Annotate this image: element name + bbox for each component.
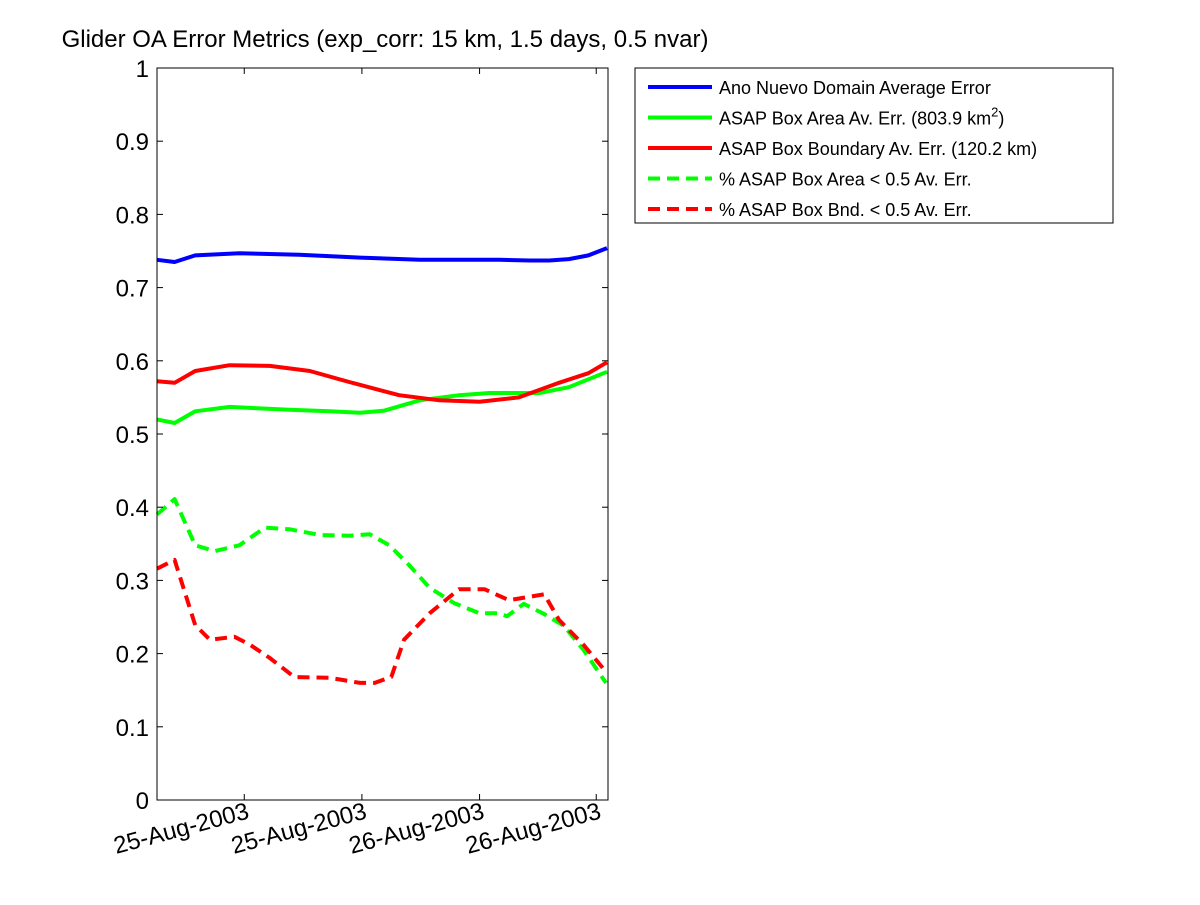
x-tick-label: 26-Aug-2003 xyxy=(346,798,487,860)
y-tick-label: 0.4 xyxy=(116,495,149,522)
legend-label: Ano Nuevo Domain Average Error xyxy=(719,78,991,98)
y-tick-label: 0.7 xyxy=(116,276,149,303)
legend-label: ASAP Box Area Av. Err. (803.9 km2) xyxy=(719,105,1004,129)
x-tick-label: 25-Aug-2003 xyxy=(228,798,369,860)
chart-title: Glider OA Error Metrics (exp_corr: 15 km… xyxy=(62,26,709,53)
legend-box xyxy=(634,67,1114,224)
series-line-1 xyxy=(156,369,608,425)
series-layer xyxy=(155,246,609,685)
y-axis: 0 0.1 0.2 0.3 0.4 0.5 0.6 0.7 0.8 0.9 1 xyxy=(116,56,608,815)
y-tick-label: 0.3 xyxy=(116,568,149,595)
series-line-0 xyxy=(156,246,608,264)
series-line-3 xyxy=(155,497,608,685)
series-line-4 xyxy=(156,557,608,685)
y-tick-label: 0.9 xyxy=(116,129,149,156)
y-tick-label: 0.8 xyxy=(116,202,149,229)
y-tick-label: 0.2 xyxy=(116,642,149,669)
x-tick-label: 25-Aug-2003 xyxy=(111,798,252,860)
legend: Ano Nuevo Domain Average Error ASAP Box A… xyxy=(634,67,1114,224)
legend-label: % ASAP Box Area < 0.5 Av. Err. xyxy=(719,170,972,190)
series-line-2 xyxy=(156,360,609,404)
y-tick-label: 0.6 xyxy=(116,349,149,376)
y-tick-label: 0.1 xyxy=(116,715,149,742)
y-tick-label: 0.5 xyxy=(116,422,149,449)
legend-label: % ASAP Box Bnd. < 0.5 Av. Err. xyxy=(719,200,972,220)
x-tick-label: 26-Aug-2003 xyxy=(463,798,604,860)
legend-label: ASAP Box Boundary Av. Err. (120.2 km) xyxy=(719,139,1037,159)
y-tick-label: 1 xyxy=(136,56,149,83)
x-axis: 25-Aug-200325-Aug-200326-Aug-200326-Aug-… xyxy=(111,68,604,860)
plot-frame xyxy=(156,67,609,801)
y-tick-label: 0 xyxy=(136,788,149,815)
